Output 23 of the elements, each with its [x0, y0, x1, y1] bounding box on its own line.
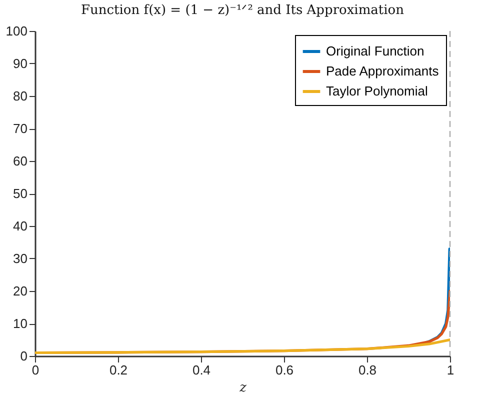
line-series — [35, 338, 450, 354]
x-axis-title: z — [238, 380, 247, 396]
x-tick-label: 0.2 — [109, 362, 128, 378]
x-tick-label: 0.8 — [358, 362, 377, 378]
legend-label: Pade Approximants — [326, 64, 440, 78]
y-tick-label: 100 — [6, 24, 28, 38]
y-tick-label: 10 — [13, 316, 28, 331]
y-tick-label: 20 — [13, 284, 28, 298]
y-tick-label: 70 — [13, 121, 28, 136]
y-tick-label: 0 — [20, 348, 28, 364]
y-tick-label: 90 — [13, 56, 28, 71]
y-tick-label: 30 — [13, 251, 28, 266]
y-tick-label: 40 — [13, 218, 28, 234]
y-tick-label: 60 — [13, 154, 28, 168]
x-tick-label: 1 — [446, 362, 454, 378]
y-tick-label: 80 — [13, 88, 28, 104]
y-tick-label: 50 — [13, 186, 28, 201]
x-tick-label: 0.6 — [275, 362, 294, 378]
chart-title: Function f(x) = (1 − z)⁻¹ᐟ² and Its Approximation — [80, 3, 405, 18]
legend-label: Taylor Polynomial — [326, 84, 428, 98]
legend-label: Original Function — [326, 44, 424, 58]
x-tick-label: 0.4 — [192, 362, 211, 378]
x-tick-label: 0 — [32, 362, 40, 378]
